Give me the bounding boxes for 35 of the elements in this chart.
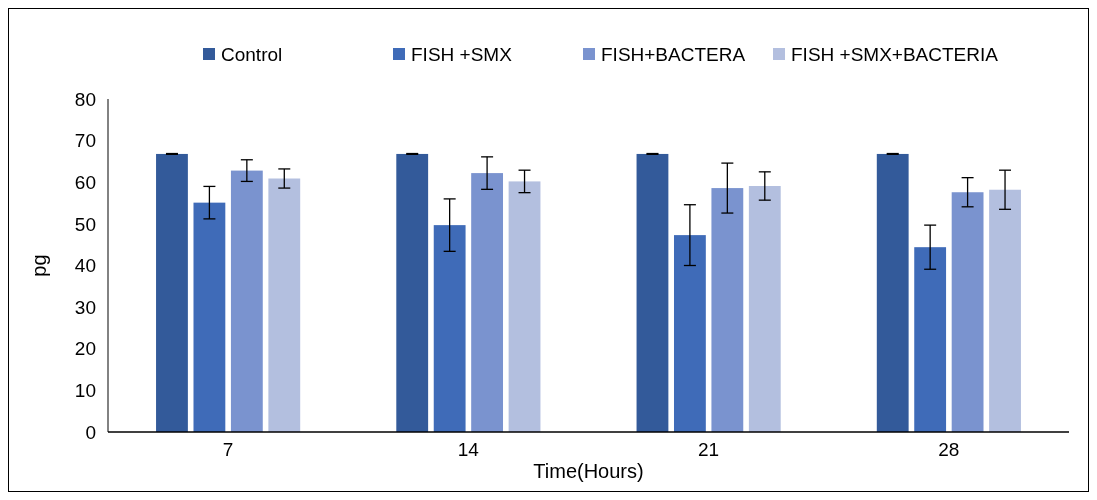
y-tick-label: 0 — [85, 421, 96, 443]
bar — [193, 202, 226, 432]
y-tick-label: 80 — [74, 88, 96, 110]
legend-label: FISH +SMX — [411, 43, 513, 65]
legend-label: Control — [221, 43, 283, 65]
bar — [951, 192, 984, 432]
y-tick-label: 50 — [74, 213, 96, 235]
legend-label: FISH +SMX+BACTERIA — [791, 43, 999, 65]
x-tick-label: 21 — [698, 439, 720, 460]
bar — [673, 235, 706, 432]
bar — [636, 153, 669, 432]
bar — [396, 153, 429, 432]
bar — [268, 178, 301, 432]
y-tick-label: 60 — [74, 171, 96, 193]
y-axis-title: pg — [28, 254, 50, 277]
bar — [989, 189, 1021, 432]
y-tick-label: 20 — [74, 338, 96, 360]
bar — [156, 153, 188, 432]
bar — [711, 188, 744, 432]
x-axis-title: Time(Hours) — [533, 460, 644, 482]
legend-label: FISH+BACTERA — [601, 43, 746, 65]
bar — [230, 170, 263, 432]
bar — [914, 247, 947, 432]
bar — [471, 173, 504, 432]
y-tick-label: 70 — [74, 130, 96, 152]
y-tick-label: 30 — [74, 296, 96, 318]
y-tick-label: 10 — [74, 380, 96, 402]
bar — [748, 186, 781, 432]
x-tick-label: 28 — [938, 439, 960, 460]
x-tick-label: 14 — [457, 439, 480, 460]
bar — [508, 181, 541, 432]
bar — [876, 153, 909, 432]
x-tick-label: 7 — [222, 439, 234, 460]
bar — [433, 225, 466, 432]
y-tick-label: 40 — [74, 255, 96, 277]
